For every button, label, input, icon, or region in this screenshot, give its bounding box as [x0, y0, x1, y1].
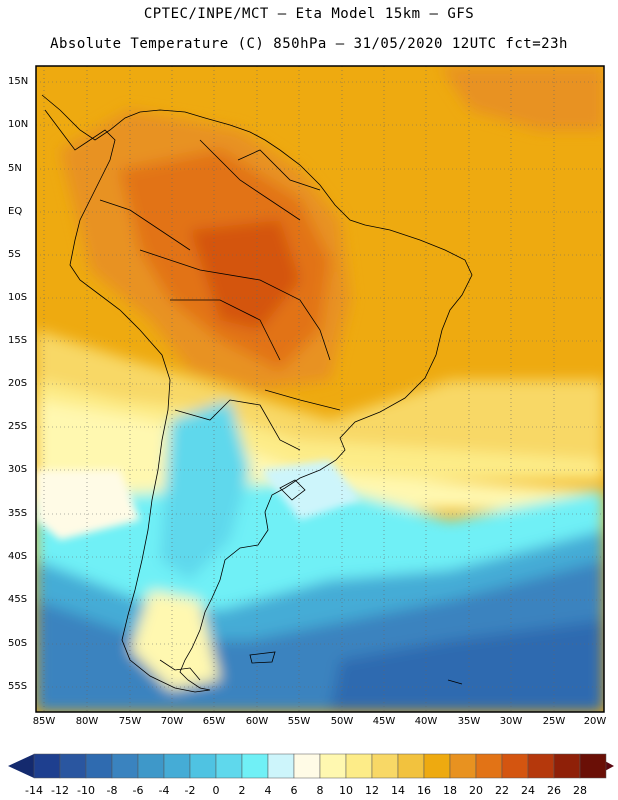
colorbar-swatch	[59, 753, 87, 779]
graticule	[36, 66, 604, 712]
lon-label: 30W	[499, 716, 523, 727]
lon-label: 25W	[542, 716, 566, 727]
lat-label: 55S	[8, 681, 28, 692]
lat-label: 5N	[8, 163, 22, 174]
colorbar-label: 22	[495, 784, 509, 797]
colorbar-label: 12	[365, 784, 379, 797]
map-frame	[35, 65, 605, 713]
colorbar-swatch	[189, 753, 217, 779]
colorbar-swatch	[319, 753, 347, 779]
colorbar-label: -4	[158, 784, 170, 797]
colorbar-swatch	[553, 753, 581, 779]
colorbar-swatch	[397, 753, 425, 779]
colorbar-swatch	[371, 753, 399, 779]
temperature-field	[36, 66, 604, 712]
colorbar-label: -2	[184, 784, 196, 797]
lon-label: 75W	[118, 716, 142, 727]
colorbar-swatch	[475, 753, 503, 779]
lat-label: 20S	[8, 378, 28, 389]
lat-label: 10N	[8, 119, 29, 130]
lon-label: 80W	[75, 716, 99, 727]
lat-label: 30S	[8, 464, 28, 475]
lon-label: 70W	[160, 716, 184, 727]
colorbar-swatch	[423, 753, 451, 779]
coastline	[41, 94, 473, 693]
colorbar-swatch	[137, 753, 165, 779]
colorbar-swatch	[267, 753, 295, 779]
lat-label: 5S	[8, 249, 21, 260]
colorbar-label: 20	[469, 784, 483, 797]
lon-label: 50W	[330, 716, 354, 727]
colorbar-label: -14	[25, 784, 43, 797]
colorbar-label: -10	[77, 784, 95, 797]
colorbar-swatch	[215, 753, 243, 779]
lon-label: 40W	[414, 716, 438, 727]
colorbar-label: 8	[316, 784, 324, 797]
colorbar-swatch	[241, 753, 269, 779]
lon-label: 45W	[372, 716, 396, 727]
lon-label: 20W	[583, 716, 607, 727]
lat-label: EQ	[8, 206, 23, 217]
lat-label: 25S	[8, 421, 28, 432]
colorbar-swatch	[163, 753, 191, 779]
colorbar-label: 14	[391, 784, 405, 797]
colorbar-label: 26	[547, 784, 561, 797]
map-title-line1: CPTEC/INPE/MCT – Eta Model 15km – GFS	[143, 6, 475, 22]
colorbar-swatch	[527, 753, 555, 779]
lat-label: 50S	[8, 638, 28, 649]
colorbar-label: 4	[264, 784, 272, 797]
colorbar-swatch	[85, 753, 113, 779]
lat-label: 45S	[8, 594, 28, 605]
colorbar-swatch	[345, 753, 373, 779]
colorbar-swatch	[449, 753, 477, 779]
lat-label: 15S	[8, 335, 28, 346]
lon-label: 60W	[245, 716, 269, 727]
colorbar-swatch	[33, 753, 61, 779]
lon-label: 55W	[287, 716, 311, 727]
colorbar-label: 18	[443, 784, 457, 797]
colorbar	[8, 753, 614, 779]
colorbar-label: 24	[521, 784, 535, 797]
lon-label: 65W	[202, 716, 226, 727]
colorbar-label: 0	[212, 784, 220, 797]
colorbar-label: -6	[132, 784, 144, 797]
colorbar-swatch	[579, 753, 607, 779]
colorbar-label: 16	[417, 784, 431, 797]
lat-label: 10S	[8, 292, 28, 303]
lat-label: 35S	[8, 508, 28, 519]
lon-label: 35W	[457, 716, 481, 727]
lon-label: 85W	[32, 716, 56, 727]
colorbar-label: 6	[290, 784, 298, 797]
colorbar-label: 28	[573, 784, 587, 797]
colorbar-label: -12	[51, 784, 69, 797]
colorbar-swatch	[501, 753, 529, 779]
colorbar-low-arrow	[8, 754, 34, 778]
lat-label: 15N	[8, 76, 29, 87]
colorbar-swatch	[293, 753, 321, 779]
colorbar-swatch	[111, 753, 139, 779]
map-title-line2: Absolute Temperature (C) 850hPa – 31/05/…	[50, 36, 568, 52]
colorbar-label: -8	[106, 784, 118, 797]
colorbar-label: 10	[339, 784, 353, 797]
lat-label: 40S	[8, 551, 28, 562]
colorbar-label: 2	[238, 784, 246, 797]
